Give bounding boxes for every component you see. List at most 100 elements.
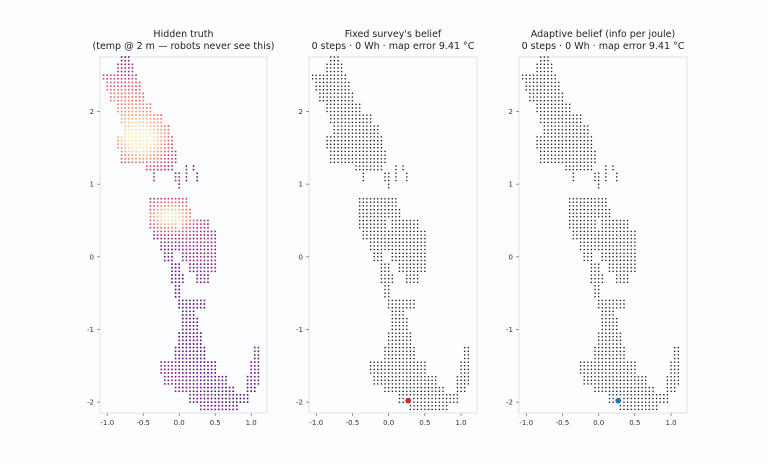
grid-point [612, 332, 614, 334]
grid-point [402, 241, 404, 244]
grid-point [178, 281, 181, 284]
grid-point [131, 139, 134, 142]
grid-point [203, 223, 206, 226]
grid-point [228, 386, 231, 389]
grid-point [153, 135, 155, 138]
grid-point [605, 325, 607, 327]
grid-point [171, 215, 173, 218]
grid-point [550, 92, 553, 95]
grid-point [402, 223, 404, 225]
grid-point [623, 259, 625, 262]
grid-point [156, 121, 159, 124]
grid-point [623, 263, 625, 265]
grid-point [311, 74, 314, 76]
grid-point [207, 223, 209, 226]
grid-point [409, 252, 412, 254]
grid-point [127, 103, 130, 106]
grid-point [587, 125, 589, 127]
grid-point [189, 259, 191, 262]
grid-point [322, 88, 325, 91]
grid-point [203, 382, 206, 385]
grid-point [536, 143, 538, 145]
grid-point [203, 353, 206, 356]
grid-point [124, 66, 127, 69]
grid-point [406, 332, 408, 334]
grid-point [199, 226, 202, 229]
grid-point [416, 379, 419, 382]
grid-point [369, 205, 372, 207]
grid-point [163, 208, 166, 211]
grid-point [616, 350, 618, 352]
grid-point [652, 404, 654, 407]
grid-point [630, 404, 632, 407]
grid-point [623, 372, 625, 374]
grid-point [413, 361, 415, 363]
grid-point [344, 99, 346, 102]
grid-point [608, 310, 611, 313]
grid-point [203, 306, 206, 309]
grid-point [380, 383, 383, 385]
grid-point [178, 382, 181, 385]
grid-point [659, 394, 661, 396]
grid-point [178, 350, 181, 353]
grid-point [576, 212, 578, 214]
grid-point [181, 197, 184, 200]
grid-point [416, 219, 419, 222]
grid-point [623, 401, 625, 403]
grid-point [135, 88, 137, 91]
grid-point [384, 248, 386, 251]
grid-point [634, 386, 636, 389]
grid-point [210, 252, 213, 255]
grid-point [257, 361, 260, 364]
grid-point [163, 139, 166, 142]
grid-point [594, 248, 596, 251]
grid-point [225, 393, 227, 396]
grid-point [142, 128, 145, 131]
grid-point [174, 244, 177, 247]
grid-point [597, 201, 600, 204]
grid-point [199, 248, 202, 251]
grid-point [337, 139, 339, 142]
grid-point [163, 361, 166, 364]
grid-point [424, 241, 426, 244]
grid-point [171, 204, 173, 207]
grid-point [344, 96, 346, 98]
grid-point [355, 147, 357, 149]
grid-point [192, 350, 195, 353]
grid-point [109, 96, 112, 98]
grid-point [329, 59, 332, 62]
grid-point [391, 321, 394, 323]
grid-point [648, 386, 651, 389]
grid-point [406, 241, 408, 244]
x-tick-label: 0.5 [210, 419, 221, 427]
grid-point [189, 321, 191, 324]
grid-point [579, 237, 582, 240]
grid-point [344, 147, 346, 149]
grid-point [572, 114, 575, 116]
grid-point [391, 390, 394, 392]
grid-point [416, 394, 419, 396]
grid-point [117, 70, 119, 73]
grid-point [181, 372, 184, 374]
grid-point [587, 234, 589, 236]
grid-point [387, 296, 390, 298]
grid-point [579, 361, 582, 363]
grid-point [181, 310, 184, 313]
grid-point [217, 382, 220, 385]
grid-point [539, 136, 542, 138]
grid-point [196, 252, 199, 255]
grid-point [583, 125, 585, 127]
grid-point [145, 150, 148, 153]
grid-point [420, 365, 422, 367]
grid-point [384, 383, 386, 385]
grid-point [590, 274, 593, 276]
grid-point [659, 397, 661, 400]
grid-point [203, 350, 206, 353]
grid-point [178, 390, 181, 393]
grid-point [337, 128, 339, 131]
grid-point [127, 106, 130, 109]
grid-point [124, 117, 127, 120]
grid-point [387, 172, 390, 174]
grid-point [199, 401, 202, 404]
grid-point [185, 241, 188, 244]
